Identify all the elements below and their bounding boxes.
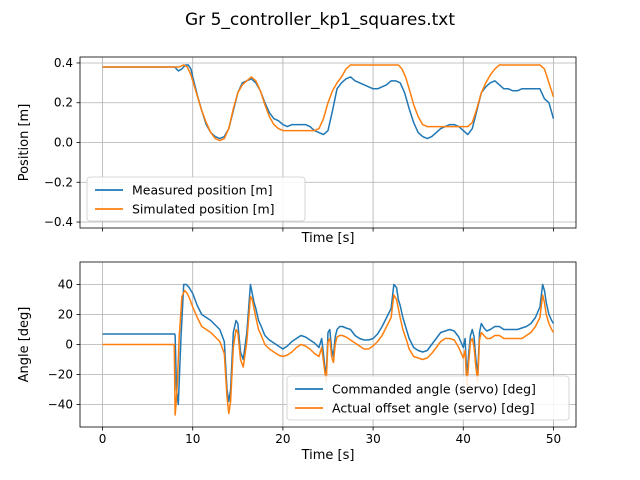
y-axis-label: Position [m] [17,104,32,182]
x-axis-label: Time [s] [301,231,355,246]
y-tick-label: 0.0 [54,136,73,150]
legend-label-1: Commanded angle (servo) [deg] [332,382,536,397]
x-tick-label: 20 [275,432,290,446]
x-axis-label: Time [s] [301,448,355,463]
position-subplot: −0.4 −0.2 0.0 0.2 0.4 Time [s] Position [m] Mea… [17,56,577,246]
legend-box [86,176,306,222]
series-line-2 [102,289,555,416]
x-tick-label: 50 [546,432,561,446]
angle-subplot: 0 10 20 30 40 50 −40 −20 0 20 40 Time [s] Angle [deg… [17,261,577,463]
y-tick-label: −20 [48,368,73,382]
legend-label-1: Measured position [m] [132,183,272,198]
x-tick-label: 10 [185,432,200,446]
y-tick-label: −40 [48,398,73,412]
figure-suptitle: Gr 5_controller_kp1_squares.txt [185,10,455,30]
x-tick-label: 40 [456,432,471,446]
y-tick-label: 40 [58,278,73,292]
x-tick-label: 0 [99,432,107,446]
legend: Commanded angle (servo) [deg] Actual offs… [286,375,570,421]
y-tick-label: 0.4 [54,56,73,70]
legend-label-2: Actual offset angle (servo) [deg] [332,401,535,416]
y-axis-label: Angle [deg] [17,307,32,383]
y-tick-label: 20 [58,308,73,322]
y-tick-label: −0.2 [44,175,73,189]
y-tick-label: 0.2 [54,96,73,110]
y-tick-label: 0 [65,338,73,352]
legend-label-2: Simulated position [m] [132,202,275,217]
legend: Measured position [m] Simulated position … [86,176,306,222]
y-tick-label: −0.4 [44,215,73,229]
x-tick-label: 30 [365,432,380,446]
series-line-2 [102,64,555,142]
legend-box [286,375,570,421]
